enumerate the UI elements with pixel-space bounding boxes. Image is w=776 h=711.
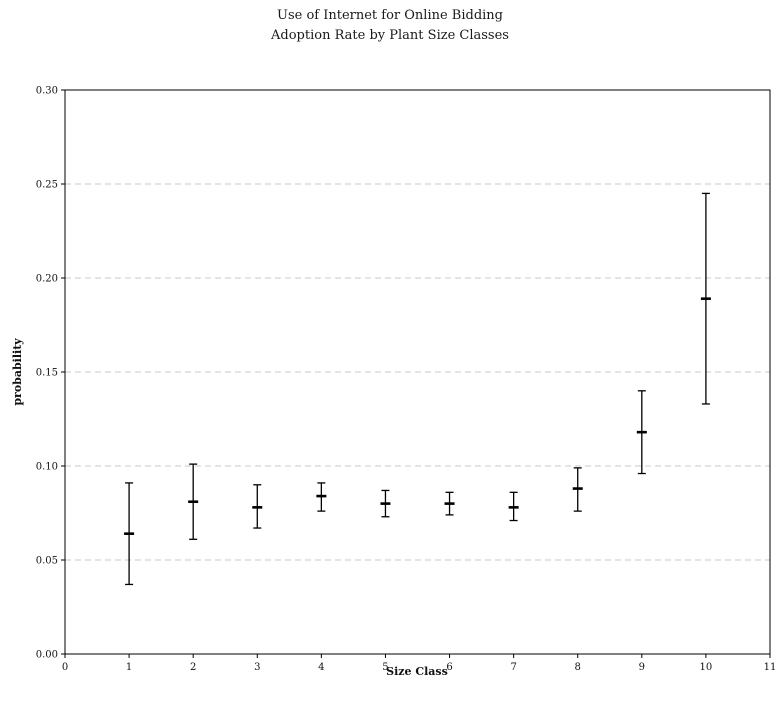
- x-tick-label: 5: [382, 662, 388, 673]
- x-tick-label: 3: [254, 662, 260, 673]
- x-tick-label: 9: [639, 662, 645, 673]
- y-tick-label: 0.10: [36, 462, 58, 473]
- x-tick-label: 11: [764, 662, 776, 673]
- y-tick-label: 0.00: [36, 650, 58, 661]
- y-axis-title: probability: [11, 338, 24, 406]
- x-tick-label: 4: [318, 662, 324, 673]
- x-tick-label: 0: [62, 662, 68, 673]
- y-tick-label: 0.30: [36, 86, 58, 97]
- grid-layer: [65, 183, 770, 561]
- y-tick-label: 0.15: [36, 368, 58, 379]
- chart-title: Use of Internet for Online Bidding: [277, 8, 503, 23]
- y-tick-label: 0.25: [36, 180, 58, 191]
- y-tick-label: 0.20: [36, 274, 58, 285]
- x-tick-label: 7: [510, 662, 516, 673]
- x-tick-label: 10: [700, 662, 713, 673]
- x-tick-label: 6: [446, 662, 452, 673]
- tick-layer: 0.00 0.05 0.10 0.15 0.20 0.25 0.30 0 1 2 3 4 5 6 7 8 9 10…: [36, 86, 776, 674]
- x-tick-label: 1: [126, 662, 132, 673]
- x-tick-label: 8: [575, 662, 581, 673]
- x-axis-title: Size Class: [386, 665, 448, 678]
- y-tick-label: 0.05: [36, 556, 58, 567]
- chart-subtitle: Adoption Rate by Plant Size Classes: [270, 28, 509, 43]
- x-tick-label: 2: [190, 662, 196, 673]
- data-layer: [124, 192, 711, 586]
